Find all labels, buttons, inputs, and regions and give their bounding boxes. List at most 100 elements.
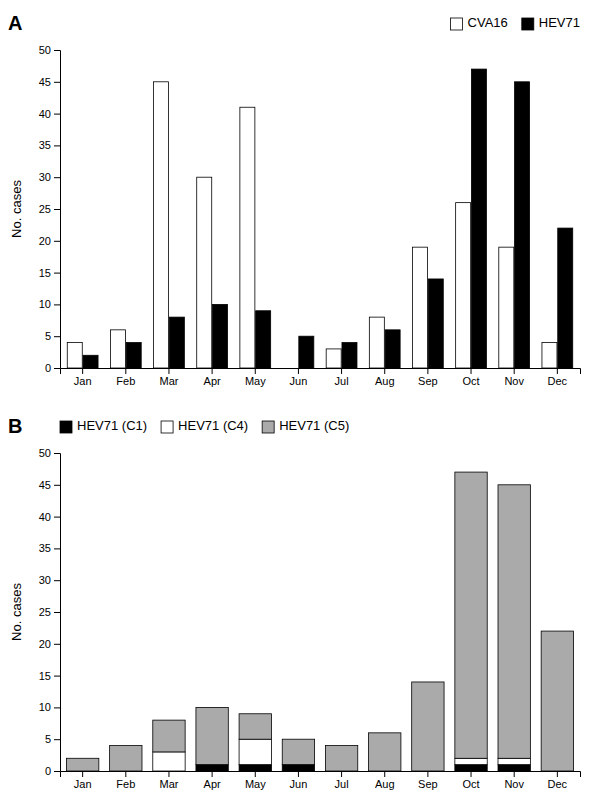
legend-label: HEV71 (C1) — [77, 418, 147, 433]
y-tick-mark — [54, 304, 60, 305]
bar — [369, 317, 384, 368]
y-tick: 35 — [39, 139, 60, 151]
legend-swatch — [522, 18, 534, 30]
y-tick-mark — [54, 644, 60, 645]
y-tick-label: 30 — [39, 171, 51, 183]
bar — [342, 343, 357, 368]
y-tick: 45 — [39, 479, 60, 491]
y-tick-label: 0 — [45, 765, 51, 777]
x-tick-label: Jul — [335, 778, 349, 790]
bar — [154, 82, 169, 368]
x-tick-mark — [255, 771, 256, 777]
bar — [153, 720, 185, 752]
x-tick: Aug — [375, 368, 395, 387]
y-axis: 05101520253035404550 — [39, 447, 61, 777]
x-tick-label: Feb — [116, 375, 135, 387]
x-tick: May — [245, 368, 266, 387]
y-tick-label: 30 — [39, 574, 51, 586]
legend-item: HEV71 (C4) — [161, 418, 248, 433]
x-tick-mark — [212, 368, 213, 374]
x-tick: Dec — [548, 368, 568, 387]
x-tick: Mar — [159, 771, 178, 790]
bar — [412, 247, 427, 368]
y-tick-mark — [54, 707, 60, 708]
x-tick-label: Jan — [74, 375, 92, 387]
y-tick: 25 — [39, 606, 60, 618]
x-tick-mark — [427, 771, 428, 777]
bar — [455, 765, 487, 771]
y-tick-mark — [54, 580, 60, 581]
x-tick-label: Apr — [204, 375, 221, 387]
y-axis-title: No. cases — [9, 180, 24, 238]
y-tick-mark — [54, 241, 60, 242]
x-tick-mark — [125, 368, 126, 374]
x-tick: Oct — [462, 368, 479, 387]
legend-swatch — [161, 421, 173, 433]
bar — [110, 746, 142, 771]
y-tick-mark — [54, 82, 60, 83]
legend-item: HEV71 — [522, 15, 580, 30]
x-tick-label: Oct — [462, 375, 479, 387]
y-tick-label: 15 — [39, 670, 51, 682]
x-tick-mark — [557, 368, 558, 374]
y-tick: 10 — [39, 701, 60, 713]
x-axis: JanFebMarAprMayJunJulAugSepOctNovDec — [61, 771, 581, 790]
x-tick: Feb — [116, 368, 135, 387]
bar — [299, 336, 314, 368]
y-tick: 20 — [39, 638, 60, 650]
y-tick: 40 — [39, 511, 60, 523]
y-tick: 45 — [39, 76, 60, 88]
series — [66, 472, 573, 771]
bar — [282, 739, 314, 764]
x-tick-mark — [471, 771, 472, 777]
y-tick-mark — [54, 114, 60, 115]
x-tick-label: Sep — [418, 778, 438, 790]
x-tick-mark — [427, 368, 428, 374]
x-tick: Feb — [116, 771, 135, 790]
x-tick-label: Jan — [74, 778, 92, 790]
bar — [110, 330, 125, 368]
bar — [412, 682, 444, 771]
y-tick-mark — [54, 771, 60, 772]
y-tick: 20 — [39, 235, 60, 247]
bar — [83, 355, 98, 368]
legend-item: HEV71 (C1) — [60, 418, 147, 433]
x-tick-label: Nov — [504, 778, 524, 790]
y-axis: 05101520253035404550 — [39, 44, 61, 374]
x-tick-mark — [168, 771, 169, 777]
bar — [239, 714, 271, 739]
series — [83, 69, 573, 368]
bar — [153, 752, 185, 771]
x-tick-mark — [82, 368, 83, 374]
x-tick-label: Feb — [116, 778, 135, 790]
y-tick-mark — [54, 739, 60, 740]
x-tick: Nov — [504, 368, 524, 387]
bar — [428, 279, 443, 368]
y-tick: 15 — [39, 267, 60, 279]
x-tick: Nov — [504, 771, 524, 790]
x-tick-mark — [298, 368, 299, 374]
y-tick-mark — [54, 273, 60, 274]
bar — [256, 311, 271, 368]
bar — [515, 82, 530, 368]
y-tick-mark — [54, 177, 60, 178]
x-tick-label: May — [245, 778, 266, 790]
x-tick-mark — [341, 368, 342, 374]
y-tick-mark — [54, 548, 60, 549]
y-tick-label: 0 — [45, 362, 51, 374]
y-tick-mark — [54, 368, 60, 369]
y-tick-label: 5 — [45, 330, 51, 342]
x-axis-line — [61, 369, 581, 375]
bar — [471, 69, 486, 368]
x-tick: Jan — [74, 368, 92, 387]
y-tick-label: 25 — [39, 203, 51, 215]
y-tick-label: 20 — [39, 638, 51, 650]
x-tick: Jun — [290, 771, 308, 790]
x-tick-label: Mar — [159, 375, 178, 387]
legend-swatch — [451, 18, 463, 30]
bar — [326, 349, 341, 368]
y-axis-line — [54, 454, 61, 772]
y-tick-mark — [54, 676, 60, 677]
x-tick-mark — [384, 771, 385, 777]
y-tick: 0 — [45, 765, 60, 777]
